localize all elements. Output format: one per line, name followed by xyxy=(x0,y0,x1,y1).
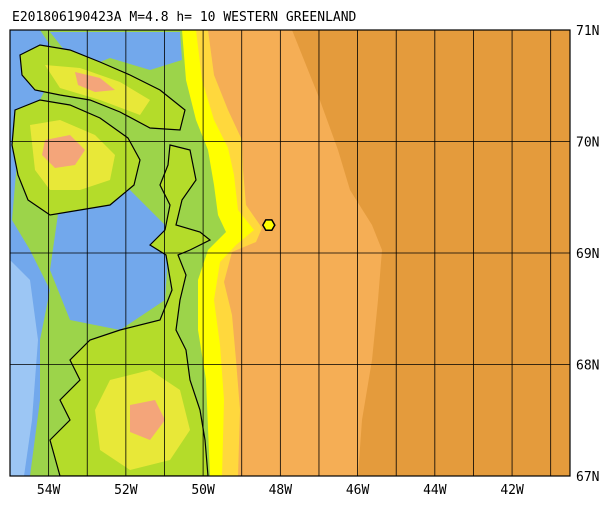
lon-label: 48W xyxy=(269,483,293,498)
lon-label: 44W xyxy=(423,483,447,498)
ice-sheet-margin xyxy=(10,260,38,476)
lat-label: 67N xyxy=(576,470,599,485)
ice-sheet-interior xyxy=(50,190,170,330)
lon-label: 42W xyxy=(500,483,524,498)
lat-label: 69N xyxy=(576,247,599,262)
highland-disko xyxy=(42,135,85,168)
lat-label: 68N xyxy=(576,359,599,374)
hexagon-icon xyxy=(261,219,276,232)
map-title: E201806190423A M=4.8 h= 10 WESTERN GREEN… xyxy=(12,10,357,25)
lon-label: 54W xyxy=(37,483,61,498)
latitude-labels: 71N 70N 69N 68N 67N xyxy=(576,24,599,485)
lon-label: 50W xyxy=(191,483,215,498)
map-frame xyxy=(9,29,571,477)
longitude-labels: 54W 52W 50W 48W 46W 44W 42W xyxy=(37,483,524,498)
highland-mainland xyxy=(130,400,165,440)
lat-label: 70N xyxy=(576,136,599,151)
lat-label: 71N xyxy=(576,24,599,39)
lon-label: 46W xyxy=(346,483,370,498)
lon-label: 52W xyxy=(114,483,138,498)
highland-nuussuaq xyxy=(75,72,115,92)
